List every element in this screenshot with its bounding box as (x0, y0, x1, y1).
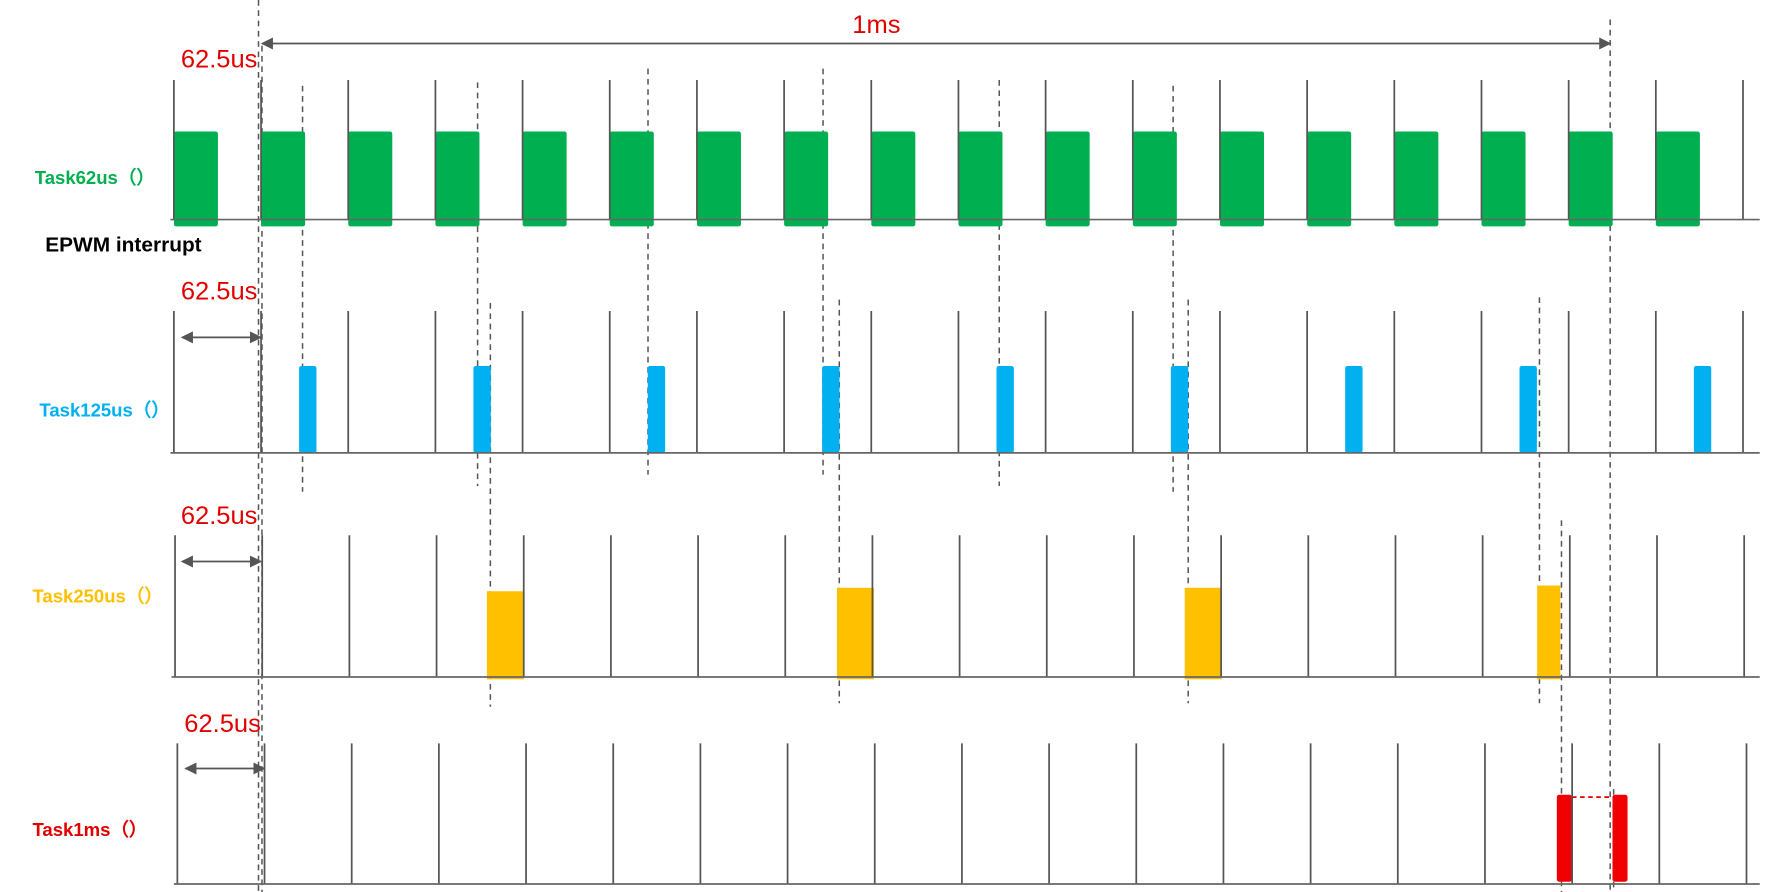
task-block (486, 591, 524, 680)
task-block (609, 131, 654, 227)
task-name: Task250us（） (32, 586, 162, 607)
task-block (473, 365, 491, 453)
task-name: Task62us（） (35, 167, 155, 188)
task-block (958, 131, 1003, 227)
task-block (1693, 365, 1712, 453)
task-block (1568, 131, 1613, 227)
task-block (784, 131, 829, 227)
task-block (1170, 365, 1189, 453)
task-name: Task1ms（） (32, 819, 147, 840)
task-block (1537, 585, 1561, 680)
period-label: 62.5us (181, 278, 258, 306)
task-block (822, 365, 840, 453)
span-label: 1ms (852, 11, 900, 39)
task-block (1655, 131, 1700, 227)
task-block (435, 131, 480, 227)
period-label: 62.5us (181, 46, 258, 74)
task-block (647, 365, 666, 453)
period-label: 62.5us (181, 502, 258, 530)
task-block (522, 131, 567, 227)
task-block (299, 365, 317, 453)
task-block (1394, 131, 1439, 227)
task-block (1132, 131, 1177, 227)
task-block (348, 131, 393, 227)
task-block (696, 131, 741, 227)
task-block (173, 131, 218, 227)
task-block (836, 587, 875, 680)
task-block (1184, 587, 1222, 680)
task-block (1612, 794, 1628, 882)
task-name: Task125us（） (39, 399, 169, 420)
task-block (1345, 365, 1363, 453)
task-block (996, 365, 1014, 453)
note: EPWM interrupt (45, 234, 202, 257)
task-block (1307, 131, 1352, 227)
task-block (1556, 794, 1572, 882)
task-block (1481, 131, 1526, 227)
task-block (1219, 131, 1265, 227)
period-label: 62.5us (184, 710, 261, 738)
task-block (1045, 131, 1090, 227)
task-block (1519, 365, 1537, 453)
task-block (261, 131, 306, 227)
task-block (871, 131, 916, 227)
